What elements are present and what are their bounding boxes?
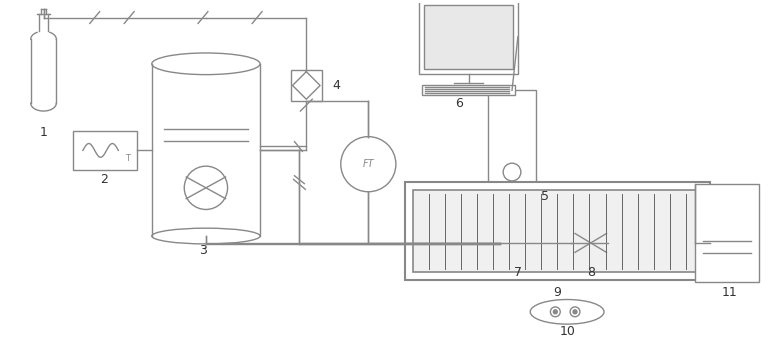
Circle shape <box>535 225 571 260</box>
Circle shape <box>573 310 577 314</box>
Text: 2: 2 <box>101 174 109 187</box>
Bar <box>405 182 710 280</box>
Text: 7: 7 <box>514 266 522 279</box>
Text: 3: 3 <box>199 244 207 257</box>
Text: 8: 8 <box>587 266 594 279</box>
Bar <box>290 70 322 101</box>
Bar <box>424 5 513 69</box>
Bar <box>420 0 518 74</box>
Bar <box>695 184 759 282</box>
Text: T: T <box>125 154 130 163</box>
Text: 4: 4 <box>332 79 340 92</box>
Text: 10: 10 <box>559 325 575 338</box>
Bar <box>422 86 515 95</box>
Bar <box>73 131 137 170</box>
Text: FT: FT <box>362 159 374 169</box>
Text: 6: 6 <box>455 97 462 110</box>
Circle shape <box>573 226 608 260</box>
Bar <box>488 90 535 184</box>
Text: 9: 9 <box>553 285 561 298</box>
Circle shape <box>553 310 557 314</box>
Ellipse shape <box>530 300 604 324</box>
Ellipse shape <box>152 53 260 75</box>
Bar <box>501 225 571 260</box>
Bar <box>413 190 702 272</box>
Text: 5: 5 <box>542 190 549 203</box>
Circle shape <box>570 307 580 317</box>
Text: 1: 1 <box>40 126 47 139</box>
Circle shape <box>501 225 535 260</box>
Circle shape <box>503 163 521 181</box>
Circle shape <box>341 137 396 192</box>
Ellipse shape <box>152 228 260 244</box>
Circle shape <box>550 307 560 317</box>
Circle shape <box>184 166 227 209</box>
Circle shape <box>507 184 517 194</box>
Text: 11: 11 <box>722 285 737 298</box>
